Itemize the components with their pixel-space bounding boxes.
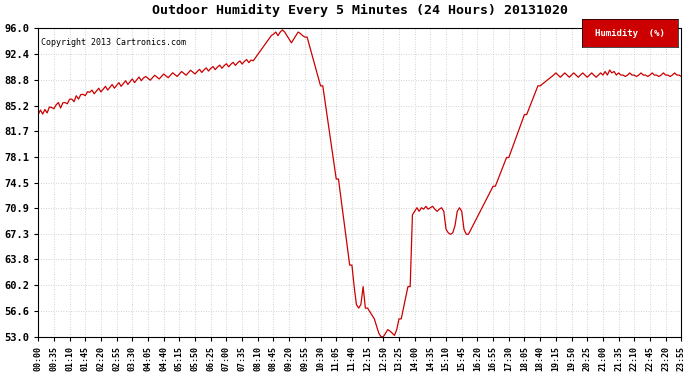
Text: Copyright 2013 Cartronics.com: Copyright 2013 Cartronics.com (41, 38, 186, 47)
Title: Outdoor Humidity Every 5 Minutes (24 Hours) 20131020: Outdoor Humidity Every 5 Minutes (24 Hou… (152, 4, 568, 16)
